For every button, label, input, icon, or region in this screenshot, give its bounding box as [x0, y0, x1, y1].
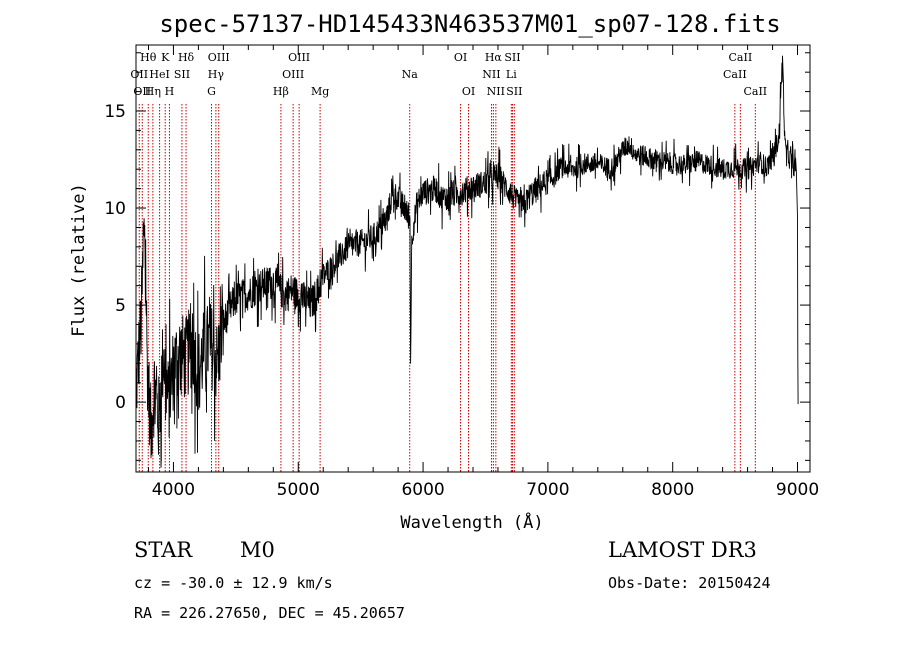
axis-ticks: 4000 5000 6000 7000 8000 9000 0 5 10 15 [104, 45, 819, 500]
spectral-line-label-8: Hδ [178, 51, 195, 64]
spectral-line-label-12: Hβ [273, 85, 289, 98]
spectral-line-label-11: OIII [208, 51, 230, 64]
spectral-line-label-25: CaII [723, 68, 747, 81]
x-tick-label: 8000 [651, 480, 694, 500]
spectral-line-label-0: OII [130, 68, 148, 81]
spectral-line-label-24: SII [506, 85, 522, 98]
observation-date: Obs-Date: 20150424 [608, 574, 771, 592]
spectral-line-label-19: NII [482, 68, 500, 81]
spectral-line-label-14: OIII [288, 51, 310, 64]
plot-frame [135, 44, 811, 473]
spectral-line-label-4: HeI [149, 68, 169, 81]
spectral-line-label-22: Li [506, 68, 517, 81]
spectral-line-label-9: G [207, 85, 216, 98]
spectral-line-label-10: Hγ [208, 68, 225, 81]
spectral-line-label-5: K [161, 51, 170, 64]
object-class: STAR [134, 538, 193, 562]
spectral-line-label-16: Na [402, 68, 419, 81]
spectral-line-label-21: NII [487, 85, 505, 98]
x-tick-label: 7000 [526, 480, 569, 500]
x-tick-label: 4000 [152, 480, 195, 500]
y-tick-label: 5 [115, 296, 126, 316]
x-tick-label: 9000 [776, 480, 819, 500]
x-axis-label: Wavelength (Å) [400, 511, 543, 533]
spectral-line-label-26: CaII [729, 51, 753, 64]
y-axis-label: Flux (relative) [69, 183, 89, 337]
spectral-line-label-6: H [165, 85, 175, 98]
spectral-line-label-20: Hα [485, 51, 503, 64]
survey-name: LAMOST DR3 [608, 538, 757, 562]
spectral-line-label-15: Mg [311, 85, 329, 98]
spectral-line-label-1: OII [133, 85, 151, 98]
spectral-line-label-23: SII [504, 51, 520, 64]
object-subclass: M0 [240, 538, 275, 562]
spectral-lines-layer [138, 104, 756, 472]
x-tick-label: 6000 [401, 480, 444, 500]
spectral-line-labels: OII OII Hθ Hη HeI K H SII Hδ G Hγ OIII Hβ OIII OIII Mg N… [130, 51, 767, 98]
y-tick-label: 10 [104, 199, 126, 219]
spectral-line-label-7: SII [174, 68, 190, 81]
spectral-line-label-2: Hθ [140, 51, 157, 64]
spectral-line-label-3: Hη [145, 85, 161, 98]
y-tick-label: 0 [115, 393, 126, 413]
spectrum-series [135, 55, 799, 468]
y-tick-label: 15 [104, 102, 126, 122]
spectral-line-label-27: CaII [743, 85, 767, 98]
coordinates: RA = 226.27650, DEC = 45.20657 [134, 604, 405, 622]
x-tick-label: 5000 [277, 480, 320, 500]
spectrum-line [135, 55, 799, 468]
spectral-line-label-18: OI [462, 85, 475, 98]
redshift-velocity: cz = -30.0 ± 12.9 km/s [134, 574, 333, 592]
spectral-line-label-13: OIII [282, 68, 304, 81]
chart-title: spec-57137-HD145433N463537M01_sp07-128.f… [159, 10, 780, 38]
spectral-line-label-17: OI [454, 51, 467, 64]
